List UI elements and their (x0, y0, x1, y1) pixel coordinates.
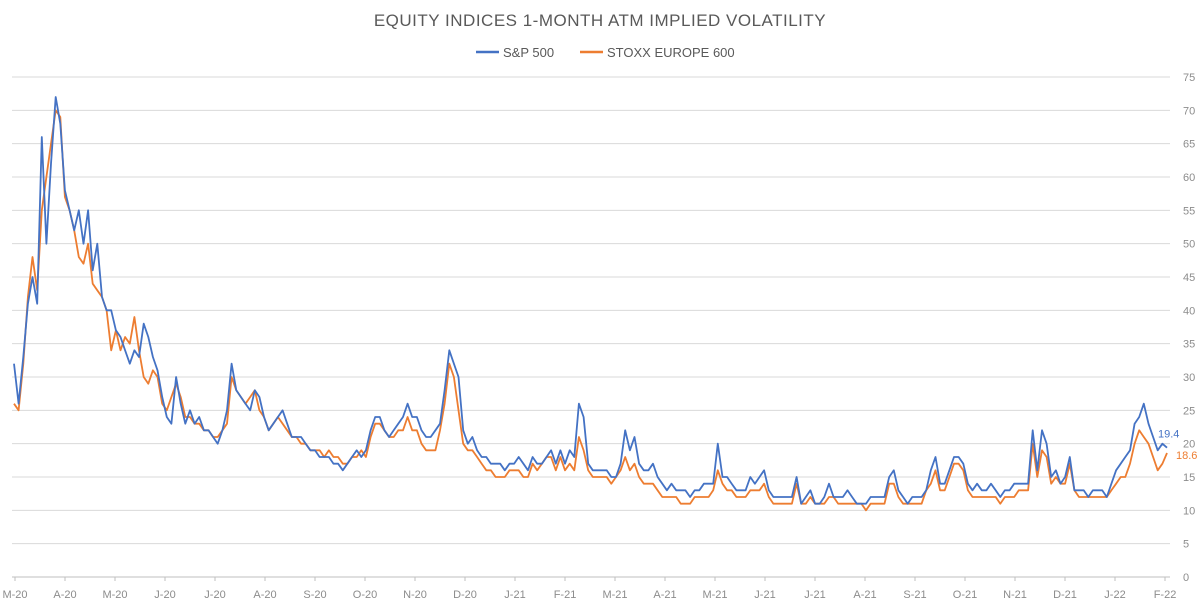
x-tick-label: J-21 (804, 589, 825, 601)
x-tick-label: J-20 (204, 589, 225, 601)
x-tick-label: S-21 (903, 589, 926, 601)
x-tick-label: M-21 (702, 589, 727, 601)
legend-label-stoxx: STOXX EUROPE 600 (607, 45, 735, 60)
x-tick-label: O-21 (953, 589, 977, 601)
y-tick-label: 5 (1183, 539, 1189, 551)
x-tick-label: O-20 (353, 589, 377, 601)
y-tick-label: 65 (1183, 139, 1195, 151)
x-tick-label: M-20 (102, 589, 127, 601)
gridlines (12, 76, 1170, 578)
x-tick-label: A-21 (653, 589, 676, 601)
x-tick-label: N-21 (1003, 589, 1027, 601)
y-axis: 0 5 10 15 20 25 30 35 40 45 50 55 60 65 70 75 (1183, 72, 1195, 584)
y-tick-label: 0 (1183, 572, 1189, 584)
x-tick-label: M-20 (2, 589, 27, 601)
x-tick-label: S-20 (303, 589, 326, 601)
y-tick-label: 70 (1183, 105, 1195, 117)
legend: S&P 500 STOXX EUROPE 600 (476, 45, 735, 60)
x-tick-label: N-20 (403, 589, 427, 601)
y-tick-label: 45 (1183, 272, 1195, 284)
y-tick-label: 75 (1183, 72, 1195, 84)
x-tick-label: A-20 (253, 589, 276, 601)
y-tick-label: 20 (1183, 439, 1195, 451)
y-tick-label: 55 (1183, 205, 1195, 217)
x-axis: M-20 A-20 M-20 J-20 J-20 A-20 S-20 O-20 N-20 D-20… (2, 577, 1176, 601)
chart-title: EQUITY INDICES 1-MONTH ATM IMPLIED VOLAT… (374, 11, 826, 30)
last-value-label-sp500: 19.4 (1158, 429, 1179, 441)
y-tick-label: 50 (1183, 239, 1195, 251)
y-tick-label: 10 (1183, 505, 1195, 517)
y-tick-label: 30 (1183, 372, 1195, 384)
last-value-labels: 19.4 18.6 (1158, 429, 1197, 462)
x-tick-label: D-21 (1053, 589, 1077, 601)
y-tick-label: 60 (1183, 172, 1195, 184)
x-tick-label: A-21 (853, 589, 876, 601)
x-tick-label: J-22 (1104, 589, 1125, 601)
x-tick-label: F-22 (1154, 589, 1177, 601)
x-tick-label: F-21 (554, 589, 577, 601)
x-tick-label: J-20 (154, 589, 175, 601)
y-tick-label: 40 (1183, 305, 1195, 317)
y-tick-label: 15 (1183, 472, 1195, 484)
y-tick-label: 35 (1183, 339, 1195, 351)
y-tick-label: 25 (1183, 405, 1195, 417)
series-lines (13, 96, 1168, 512)
x-tick-label: J-21 (504, 589, 525, 601)
last-value-label-stoxx: 18.6 (1176, 450, 1197, 462)
series-line-sp500 (13, 96, 1168, 505)
x-tick-label: M-21 (602, 589, 627, 601)
x-tick-label: J-21 (754, 589, 775, 601)
x-tick-label: D-20 (453, 589, 477, 601)
legend-label-sp500: S&P 500 (503, 45, 554, 60)
x-tick-label: A-20 (53, 589, 76, 601)
